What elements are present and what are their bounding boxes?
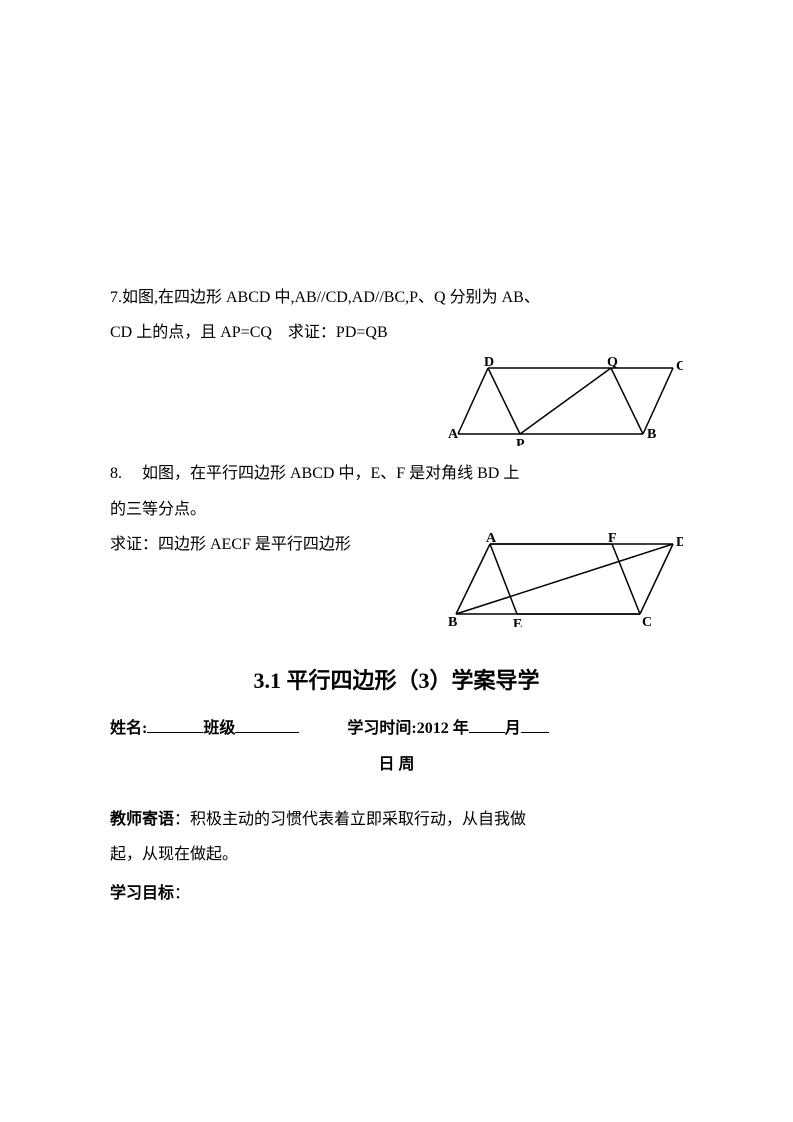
svg-text:B: B <box>448 615 457 627</box>
parallelogram-aecf-figure: A B C D E F <box>448 532 683 627</box>
svg-text:E: E <box>513 617 522 627</box>
lesson-title: 3.1 平行四边形（3）学案导学 <box>110 657 683 705</box>
svg-text:Q: Q <box>607 355 618 370</box>
svg-text:D: D <box>676 535 683 550</box>
day-prefix-blank[interactable] <box>521 717 549 733</box>
objective-colon: ： <box>174 885 190 902</box>
form-line-2: 日 周 <box>110 747 683 782</box>
form-line: 姓名: 班级 学习时间:2012 年 月 <box>110 711 683 746</box>
name-label: 姓名: <box>110 720 147 737</box>
class-blank[interactable] <box>235 717 299 733</box>
teacher-message-text1: 积极主动的习惯代表着立即采取行动，从自我做 <box>190 811 526 828</box>
class-label: 班级 <box>203 720 235 737</box>
time-label: 学习时间:2012 年 <box>347 720 468 737</box>
parallelogram-abcd-pq-figure: A B C D P Q <box>448 354 683 446</box>
svg-text:C: C <box>676 359 683 374</box>
problem-7-line1: 7.如图,在四边形 ABCD 中,AB//CD,AD//BC,P、Q 分别为 A… <box>110 280 683 315</box>
learning-objective: 学习目标： <box>110 876 683 911</box>
teacher-message: 教师寄语：积极主动的习惯代表着立即采取行动，从自我做 <box>110 802 683 837</box>
svg-text:D: D <box>484 355 494 370</box>
problem-8: 8. 如图，在平行四边形 ABCD 中，E、F 是对角线 BD 上 的三等分点。… <box>110 456 683 627</box>
svg-text:B: B <box>647 427 656 442</box>
name-blank[interactable] <box>147 717 203 733</box>
problem-7: 7.如图,在四边形 ABCD 中,AB//CD,AD//BC,P、Q 分别为 A… <box>110 280 683 446</box>
teacher-message-colon: ： <box>174 811 190 828</box>
svg-text:A: A <box>486 532 497 546</box>
day-week-label: 日 周 <box>378 756 414 773</box>
month-blank[interactable] <box>469 717 505 733</box>
svg-text:F: F <box>608 532 617 546</box>
svg-text:P: P <box>516 437 525 446</box>
svg-text:A: A <box>448 427 459 442</box>
problem-8-line1: 8. 如图，在平行四边形 ABCD 中，E、F 是对角线 BD 上 <box>110 456 683 491</box>
teacher-message-label: 教师寄语 <box>110 811 174 828</box>
svg-text:C: C <box>642 615 652 627</box>
problem-7-figure-row: A B C D P Q <box>110 354 683 446</box>
objective-label: 学习目标 <box>110 885 174 902</box>
month-label: 月 <box>505 720 521 737</box>
teacher-message-text2: 起，从现在做起。 <box>110 837 683 872</box>
problem-8-line2: 的三等分点。 <box>110 492 683 527</box>
problem-7-line2: CD 上的点，且 AP=CQ 求证：PD=QB <box>110 315 683 350</box>
